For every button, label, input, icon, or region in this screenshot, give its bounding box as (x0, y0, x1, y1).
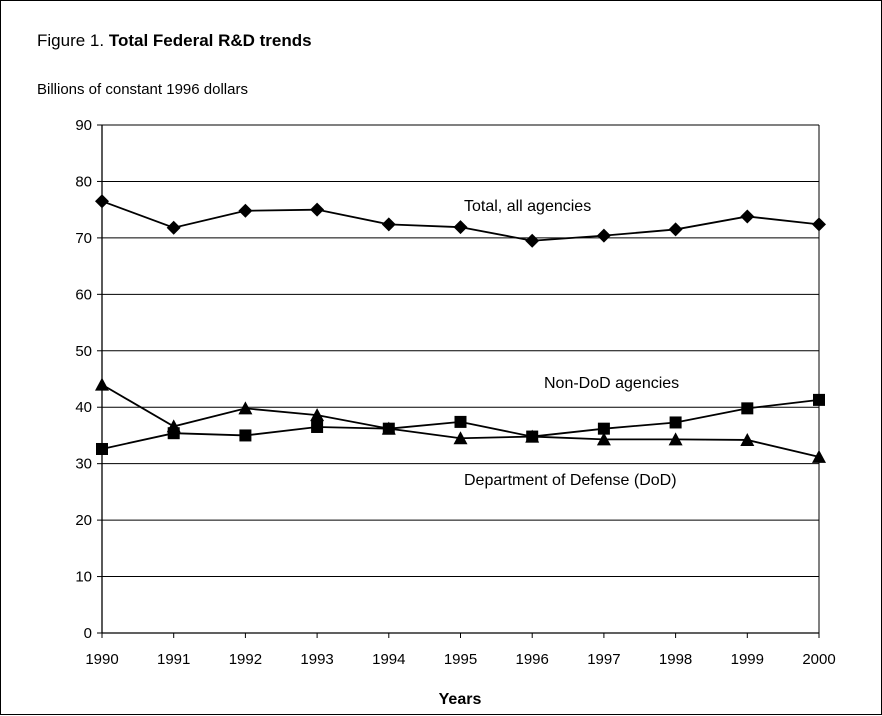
figure-title: Figure 1. Total Federal R&D trends (37, 31, 312, 51)
series-non-dod-agencies-point (813, 393, 825, 406)
series-non-dod-agencies-point (96, 442, 108, 455)
x-tick-label: 1996 (516, 651, 549, 668)
x-axis-label: Years (439, 691, 482, 708)
axes (97, 124, 820, 638)
gridlines (102, 124, 819, 578)
series-non-dod-agencies-point (669, 416, 682, 429)
x-tick-label: 1995 (444, 651, 477, 668)
series-dod-point (95, 377, 109, 391)
series-total-all-agencies-point (95, 194, 109, 209)
series-non-dod-agencies-point (597, 422, 610, 435)
x-tick-label: 2000 (802, 651, 835, 668)
y-tick-labels: 0 10 20 30 40 50 60 70 80 90 (75, 117, 92, 642)
figure-number: Figure 1. (37, 31, 105, 50)
x-tick-label: 1992 (229, 651, 262, 668)
y-tick-label: 90 (75, 117, 92, 134)
x-tick-label: 1998 (659, 651, 692, 668)
x-tick-label: 1997 (587, 651, 620, 668)
x-tick-label: 1994 (372, 651, 405, 668)
series-total-all-agencies-point (596, 228, 611, 243)
series-dod-point (596, 432, 611, 446)
series-total-all-agencies (95, 194, 826, 248)
x-tick-label: 1990 (85, 651, 118, 668)
series-non-dod-agencies-label: Non-DoD agencies (544, 375, 679, 392)
series-labels: Total, all agencies Non-DoD agencies Depar… (464, 198, 679, 489)
x-tick-label: 1993 (300, 651, 333, 668)
series-non-dod-agencies-point (741, 402, 754, 415)
series-non-dod-agencies-point (239, 429, 252, 442)
series-dod-point (740, 432, 755, 446)
y-tick-label: 20 (75, 512, 92, 529)
series-dod-label: Department of Defense (DoD) (464, 472, 677, 489)
series-total-all-agencies-point (668, 222, 683, 237)
series-non-dod-agencies-point (311, 420, 324, 433)
y-axis-label: Billions of constant 1996 dollars (37, 81, 248, 98)
series-total-all-agencies-point (166, 220, 181, 235)
series-group (95, 194, 826, 463)
y-tick-label: 70 (75, 230, 92, 247)
y-tick-label: 40 (75, 399, 92, 416)
x-tick-label: 1991 (157, 651, 190, 668)
x-tick-labels: 1990 1991 1992 1993 1994 1995 1996 1997 1998 1999… (85, 651, 835, 668)
series-dod-point (812, 449, 826, 463)
series-dod-point (381, 421, 396, 435)
series-non-dod-agencies (96, 393, 825, 455)
series-total-all-agencies-point (381, 217, 396, 232)
x-tick-label: 1999 (731, 651, 764, 668)
y-tick-label: 0 (84, 625, 92, 642)
series-non-dod-agencies-point (454, 415, 467, 428)
series-total-all-agencies-point (525, 233, 540, 248)
series-dod-point (166, 419, 181, 433)
y-tick-label: 10 (75, 569, 92, 586)
y-tick-label: 80 (75, 173, 92, 190)
series-total-all-agencies-point (453, 220, 468, 235)
series-total-all-agencies-point (740, 209, 755, 224)
series-total-all-agencies-label: Total, all agencies (464, 198, 591, 215)
y-tick-label: 60 (75, 286, 92, 303)
series-dod-point (238, 401, 253, 415)
series-total-all-agencies-point (310, 202, 325, 217)
series-dod-point (310, 408, 325, 422)
y-tick-label: 30 (75, 456, 92, 473)
series-dod-point (525, 429, 540, 443)
y-tick-label: 50 (75, 343, 92, 360)
series-dod-point (453, 431, 468, 445)
series-dod-point (668, 432, 683, 446)
chart-title: Total Federal R&D trends (108, 31, 312, 50)
series-dod (95, 377, 826, 463)
series-total-all-agencies-point (238, 203, 253, 218)
series-total-all-agencies-point (812, 217, 826, 232)
